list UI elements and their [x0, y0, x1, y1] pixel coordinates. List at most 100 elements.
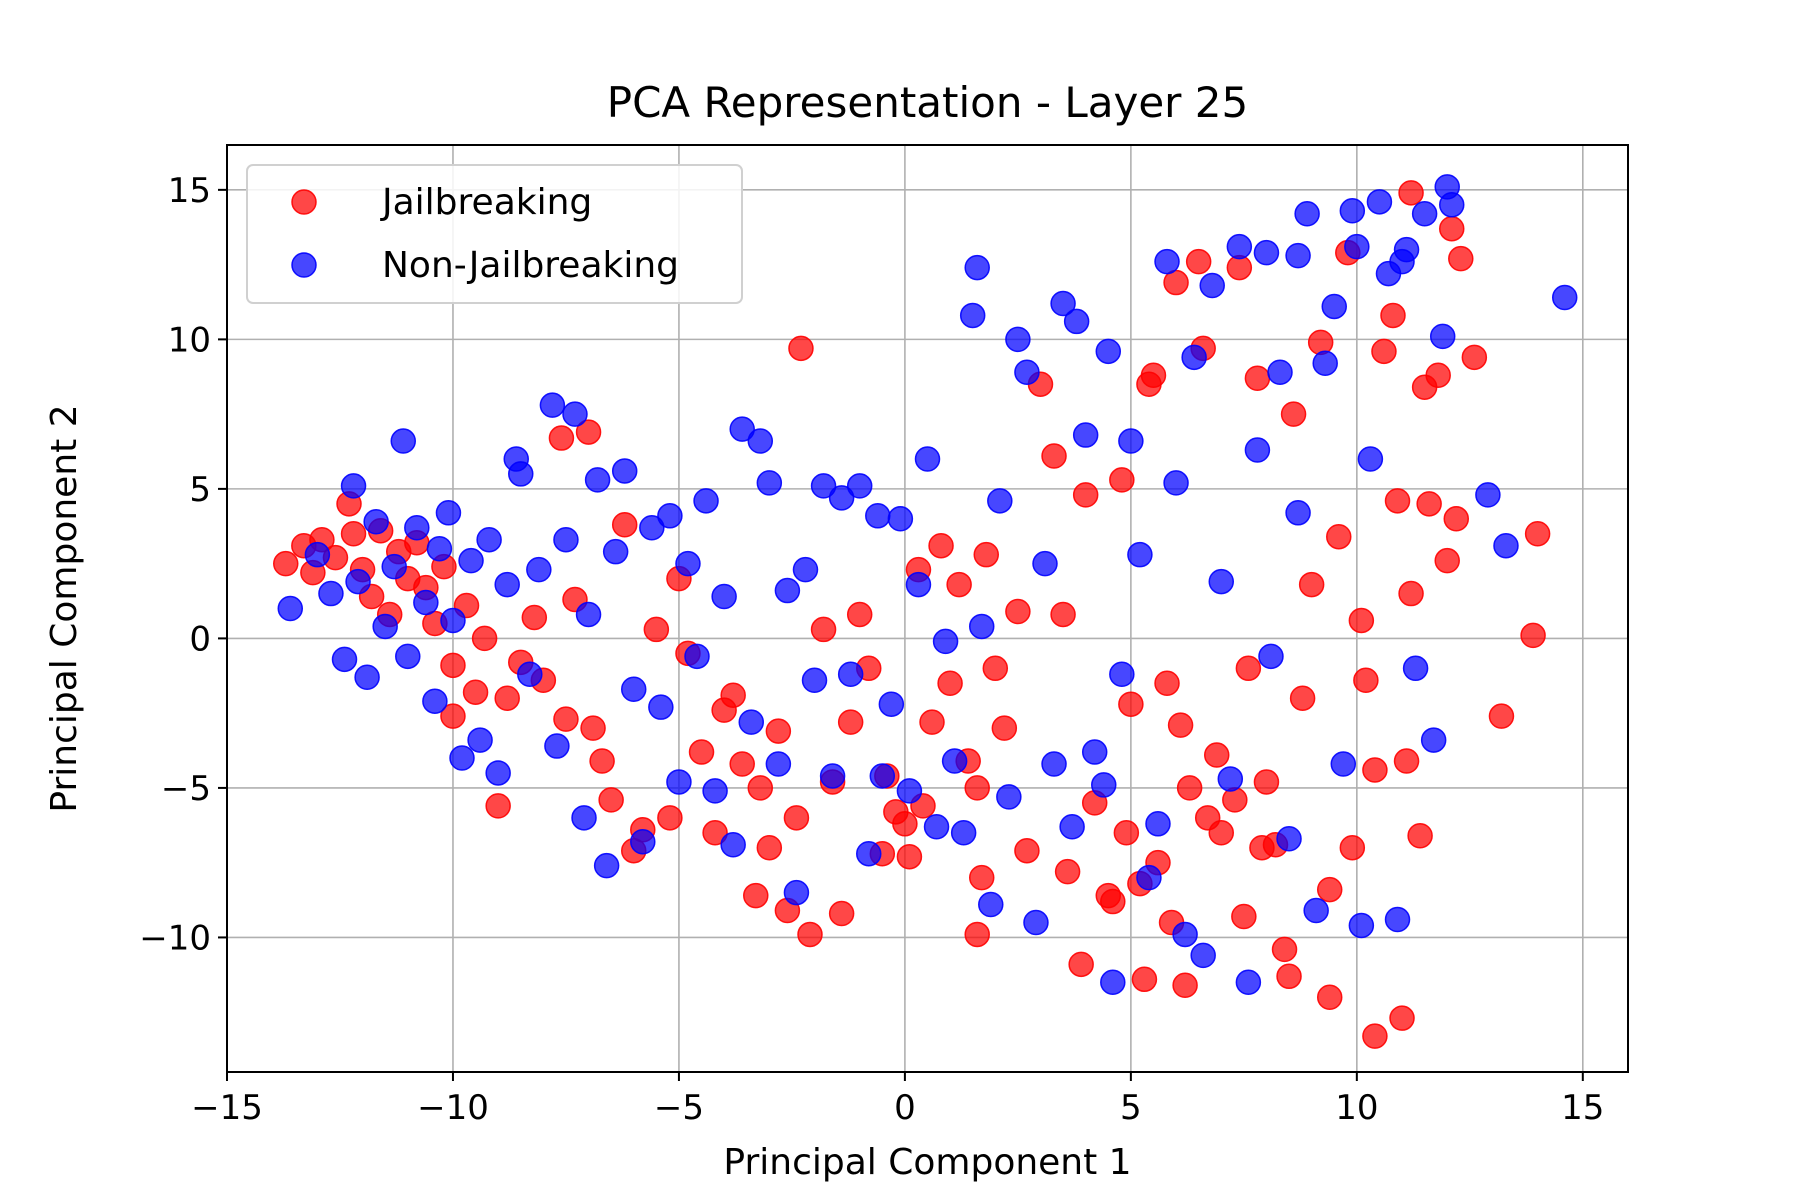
non-jailbreaking-point: [630, 828, 656, 855]
non-jailbreaking-point: [1244, 437, 1271, 463]
jailbreaking-point: [1362, 757, 1388, 783]
non-jailbreaking-point: [381, 553, 407, 580]
non-jailbreaking-point: [1226, 233, 1253, 260]
legend-marker: [291, 189, 317, 215]
non-jailbreaking-point: [1348, 912, 1375, 939]
jailbreaking-point: [1222, 787, 1248, 813]
non-jailbreaking-point: [1059, 814, 1085, 840]
non-jailbreaking-point: [711, 583, 737, 610]
jailbreaking-point: [1316, 984, 1343, 1010]
non-jailbreaking-point: [304, 541, 331, 568]
non-jailbreaking-point: [517, 661, 543, 688]
jailbreaking-point: [896, 843, 923, 870]
jailbreaking-point: [1185, 248, 1212, 275]
non-jailbreaking-point: [440, 607, 466, 634]
non-jailbreaking-point: [1411, 201, 1438, 227]
x-tick-label: −15: [191, 1088, 263, 1128]
jailbreaking-point: [892, 811, 918, 837]
non-jailbreaking-point: [435, 500, 462, 526]
jailbreaking-point: [1113, 820, 1140, 846]
non-jailbreaking-point: [932, 628, 959, 655]
non-jailbreaking-point: [1420, 727, 1447, 753]
non-jailbreaking-point: [1357, 446, 1384, 472]
jailbreaking-point: [494, 685, 520, 711]
non-jailbreaking-point: [345, 568, 371, 595]
jailbreaking-point: [797, 921, 823, 948]
non-jailbreaking-point: [1285, 242, 1311, 269]
non-jailbreaking-point: [354, 664, 380, 691]
non-jailbreaking-point: [1041, 751, 1067, 777]
jailbreaking-point: [553, 706, 579, 732]
jailbreaking-point: [273, 550, 299, 577]
jailbreaking-point: [688, 739, 715, 765]
jailbreaking-point: [1050, 601, 1076, 628]
non-jailbreaking-point: [1438, 192, 1465, 218]
non-jailbreaking-point: [1312, 350, 1338, 377]
non-jailbreaking-point: [828, 485, 855, 511]
non-jailbreaking-point: [765, 751, 792, 777]
y-tick-label: −5: [161, 769, 211, 809]
non-jailbreaking-point: [783, 879, 810, 906]
jailbreaking-point: [756, 834, 783, 861]
y-tick-label: 5: [189, 470, 211, 510]
non-jailbreaking-point: [1014, 359, 1040, 386]
non-jailbreaking-point: [413, 589, 439, 616]
x-tick-label: −10: [417, 1088, 489, 1128]
x-tick-label: 5: [1120, 1088, 1142, 1128]
non-jailbreaking-point: [1330, 751, 1357, 777]
non-jailbreaking-point: [959, 302, 986, 329]
non-jailbreaking-point: [1100, 969, 1126, 996]
non-jailbreaking-point: [508, 461, 534, 487]
non-jailbreaking-point: [675, 550, 701, 577]
jailbreaking-point: [1425, 362, 1451, 389]
non-jailbreaking-point: [1181, 344, 1207, 371]
non-jailbreaking-point: [395, 643, 421, 670]
non-jailbreaking-point: [666, 769, 692, 795]
non-jailbreaking-point: [593, 852, 620, 879]
jailbreaking-point: [1384, 488, 1411, 514]
non-jailbreaking-point: [611, 458, 638, 484]
non-jailbreaking-point: [575, 601, 602, 628]
jailbreaking-point: [1118, 691, 1144, 717]
non-jailbreaking-point: [562, 401, 588, 427]
non-jailbreaking-point: [553, 526, 579, 553]
non-jailbreaking-point: [1063, 308, 1090, 335]
jailbreaking-point: [611, 512, 638, 538]
jailbreaking-point: [1154, 670, 1180, 697]
jailbreaking-point: [919, 709, 945, 735]
jailbreaking-point: [743, 882, 769, 909]
jailbreaking-point: [964, 921, 990, 948]
non-jailbreaking-point: [1163, 470, 1189, 496]
jailbreaking-point: [788, 335, 814, 362]
non-jailbreaking-point: [1267, 359, 1293, 386]
non-jailbreaking-point: [987, 488, 1013, 514]
jailbreaking-point: [1438, 215, 1465, 242]
jailbreaking-point: [485, 793, 511, 819]
non-jailbreaking-point: [1145, 811, 1171, 837]
x-tick-label: 0: [894, 1088, 916, 1128]
non-jailbreaking-point: [1294, 201, 1320, 227]
non-jailbreaking-point: [584, 467, 611, 493]
non-jailbreaking-point: [887, 506, 914, 532]
jailbreaking-point: [1244, 365, 1271, 391]
non-jailbreaking-point: [1172, 921, 1198, 948]
non-jailbreaking-point: [476, 526, 502, 553]
jailbreaking-point: [765, 718, 792, 744]
jailbreaking-point: [1389, 1005, 1415, 1031]
jailbreaking-point: [1348, 607, 1375, 634]
jailbreaking-point: [1407, 823, 1433, 849]
jailbreaking-point: [1339, 834, 1366, 861]
x-tick-label: 15: [1561, 1088, 1604, 1128]
jailbreaking-point: [1140, 362, 1167, 389]
jailbreaking-point: [928, 532, 954, 559]
jailbreaking-point: [575, 419, 602, 445]
non-jailbreaking-point: [1285, 500, 1311, 526]
jailbreaking-point: [1100, 888, 1126, 915]
jailbreaking-point: [1289, 685, 1316, 711]
jailbreaking-point: [1005, 598, 1031, 625]
non-jailbreaking-point: [426, 535, 453, 562]
non-jailbreaking-point: [756, 470, 783, 496]
non-jailbreaking-point: [1050, 290, 1076, 317]
non-jailbreaking-point: [1032, 550, 1058, 577]
